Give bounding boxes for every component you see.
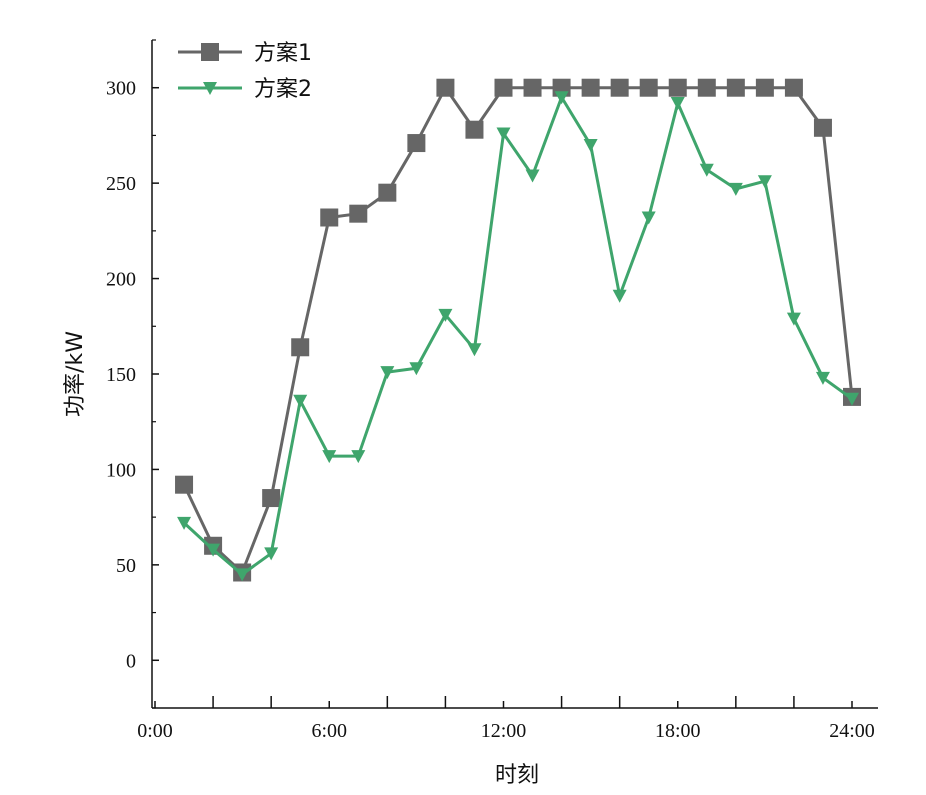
legend-label: 方案2 [254, 77, 312, 102]
data-point [755, 78, 774, 97]
series-1 [175, 78, 861, 582]
data-point [494, 78, 513, 97]
data-point [264, 547, 279, 561]
data-point [845, 392, 859, 406]
data-point [583, 138, 598, 152]
data-point [523, 78, 542, 97]
data-point [293, 394, 308, 408]
data-point [726, 78, 745, 97]
data-point [670, 96, 685, 110]
data-point [612, 289, 627, 303]
data-point [235, 568, 250, 582]
data-point [262, 489, 281, 508]
data-point [784, 78, 803, 97]
x-tick-label: 12:00 [481, 720, 527, 742]
data-point [525, 169, 540, 183]
series-line [183, 95, 853, 576]
legend-item: 方案1 [178, 41, 312, 66]
x-tick-label: 6:00 [311, 720, 347, 742]
data-point [322, 450, 337, 464]
y-tick-label: 150 [106, 364, 136, 386]
data-point [699, 163, 714, 177]
data-point [291, 338, 310, 357]
data-point [813, 118, 832, 137]
legend-swatch-marker [201, 43, 219, 61]
data-point [815, 371, 830, 385]
data-point [496, 127, 511, 141]
series-line [182, 86, 854, 574]
x-tick-label: 18:00 [655, 720, 701, 742]
data-point [697, 78, 716, 97]
x-tick-label: 0:00 [137, 720, 173, 742]
data-point [206, 543, 221, 557]
legend-item: 方案2 [178, 77, 312, 102]
data-point [668, 78, 687, 97]
data-point [349, 204, 368, 223]
y-tick-label: 50 [116, 555, 136, 577]
y-tick-label: 250 [106, 173, 136, 195]
data-point [177, 516, 192, 530]
x-axis-title: 时刻 [495, 763, 539, 788]
y-tick-label: 100 [106, 459, 136, 481]
legend-swatch-marker [203, 82, 217, 95]
y-tick-label: 200 [106, 269, 136, 291]
data-point [378, 183, 397, 202]
data-point [610, 78, 629, 97]
data-point [639, 78, 658, 97]
data-point [320, 208, 339, 227]
data-point [436, 78, 455, 97]
data-point [351, 450, 366, 464]
series-2 [177, 91, 859, 582]
data-point [641, 211, 656, 225]
data-point [728, 182, 743, 196]
data-point [438, 308, 453, 322]
y-tick-label: 300 [106, 78, 136, 100]
x-tick-label: 24:00 [829, 720, 875, 742]
data-point [786, 312, 801, 326]
legend-label: 方案1 [254, 41, 312, 66]
data-point [407, 134, 426, 153]
data-point [380, 366, 395, 380]
data-point [581, 78, 600, 97]
data-point [465, 120, 484, 139]
series-layer [175, 78, 861, 582]
y-axis-title: 功率/kW [63, 331, 88, 417]
data-point [175, 475, 194, 494]
data-point [467, 343, 482, 357]
y-tick-label: 0 [126, 650, 136, 672]
data-point [757, 175, 772, 189]
data-point [554, 91, 569, 105]
axes: 0 50 100 150 200 250 300 0:00 6:00 12:00 18:00 24:0… [106, 39, 878, 742]
data-point [409, 362, 424, 376]
